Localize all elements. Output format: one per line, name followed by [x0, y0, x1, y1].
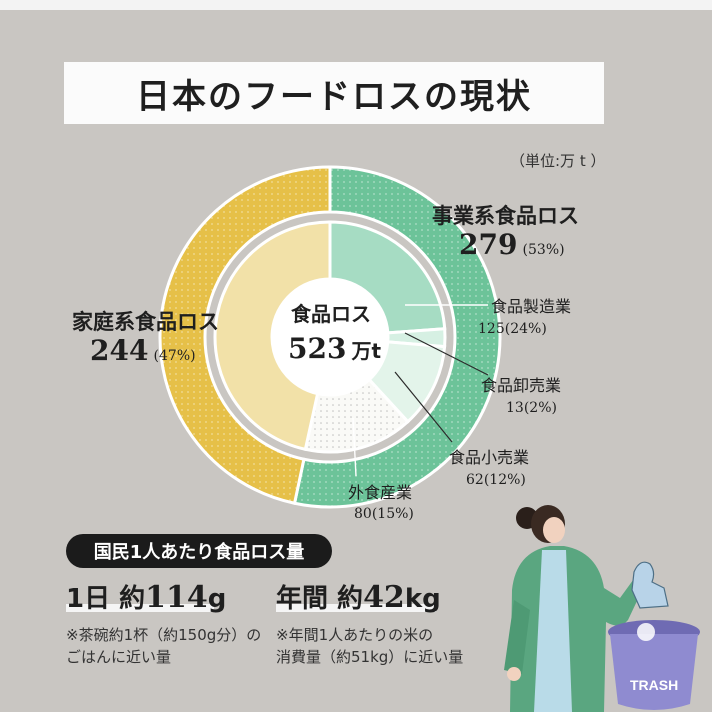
year-underline — [276, 604, 436, 612]
year-value: 42 — [363, 580, 405, 615]
manufacturing-label: 食品製造業 — [491, 297, 572, 316]
page-title: 日本のフードロスの現状 — [136, 76, 532, 117]
day-note-line-2: ごはんに近い量 — [66, 648, 172, 666]
title-banner: 日本のフードロスの現状 — [64, 62, 604, 124]
leader-line-retail — [394, 371, 453, 443]
year-note-line-1: ※年間1人あたりの米の — [276, 626, 434, 644]
bin-flower-icon — [637, 623, 655, 641]
day-unit: g — [207, 584, 227, 614]
wholesale-pct: (2%) — [523, 400, 557, 416]
shirt — [534, 550, 572, 712]
leader-lines — [352, 304, 489, 477]
center-total: 523 万t — [288, 332, 381, 365]
leader-line-food-service — [352, 417, 357, 477]
leader-line-wholesale — [404, 332, 489, 376]
year-note-line-2: 消費量（約51kg）に近い量 — [276, 648, 464, 666]
retail-value: 62 — [466, 472, 484, 488]
food-service-label: 外食産業 — [348, 483, 413, 502]
center-total-value: 523 — [288, 332, 347, 365]
manufacturing-value: 125 — [478, 321, 505, 337]
inner-ring — [213, 220, 447, 454]
year-note: ※年間1人あたりの米の 消費量（約51kg）に近い量 — [276, 624, 463, 668]
year-unit: kg — [404, 584, 441, 614]
household-loss-label: 家庭系食品ロス — [72, 310, 219, 334]
retail-pct: (12%) — [483, 472, 526, 488]
person-trash-illustration: TRASH — [504, 505, 700, 712]
center-label: 食品ロス — [291, 302, 371, 326]
business-loss-pct: (53%) — [522, 242, 565, 258]
day-prefix: 1日 約 — [66, 584, 146, 614]
wholesale-label: 食品卸売業 — [481, 376, 562, 395]
per-person-pill-text: 国民1人あたり食品ロス量 — [93, 542, 305, 563]
retail-value-group: 62(12%) — [466, 469, 526, 488]
food-service-value: 80 — [354, 506, 372, 522]
center-total-unit: 万t — [351, 339, 382, 363]
arm-left — [504, 600, 530, 674]
manufacturing-value-group: 125(24%) — [478, 318, 547, 337]
face — [543, 517, 565, 543]
donut-center-hole — [272, 279, 388, 395]
manufacturing-pct: (24%) — [504, 321, 547, 337]
business-loss-label: 事業系食品ロス — [432, 204, 579, 228]
food-service-pct: (15%) — [371, 506, 414, 522]
year-stat: 年間 約42kg — [276, 578, 441, 615]
food-service-value-group: 80(15%) — [354, 503, 414, 522]
day-underline — [66, 604, 214, 612]
day-value: 114 — [145, 580, 208, 615]
business-loss-value-group: 279 (53%) — [459, 228, 565, 261]
unit-note: （単位:万 t ） — [510, 152, 606, 170]
wholesale-value: 13 — [506, 400, 524, 416]
household-loss-value-group: 244 (47%) — [90, 334, 196, 367]
outer-ring — [158, 165, 502, 509]
day-note: ※茶碗約1杯（約150g分）の ごはんに近い量 — [66, 624, 261, 668]
business-loss-value: 279 — [459, 228, 518, 261]
day-note-line-1: ※茶碗約1杯（約150g分）の — [66, 626, 262, 644]
bin-label: TRASH — [630, 677, 678, 693]
year-prefix: 年間 約 — [276, 584, 364, 614]
trash-bin — [610, 634, 698, 710]
outer-slice-1 — [158, 165, 332, 506]
wholesale-value-group: 13(2%) — [506, 397, 557, 416]
household-loss-value: 244 — [90, 334, 149, 367]
outer-slice-0 — [292, 165, 502, 509]
top-bar — [0, 0, 712, 10]
household-loss-pct: (47%) — [153, 348, 196, 364]
trash-bag — [631, 561, 669, 609]
retail-label: 食品小売業 — [449, 448, 530, 467]
day-stat: 1日 約114g — [66, 578, 226, 615]
per-person-pill: 国民1人あたり食品ロス量 — [66, 534, 332, 568]
hand-left — [507, 667, 521, 681]
